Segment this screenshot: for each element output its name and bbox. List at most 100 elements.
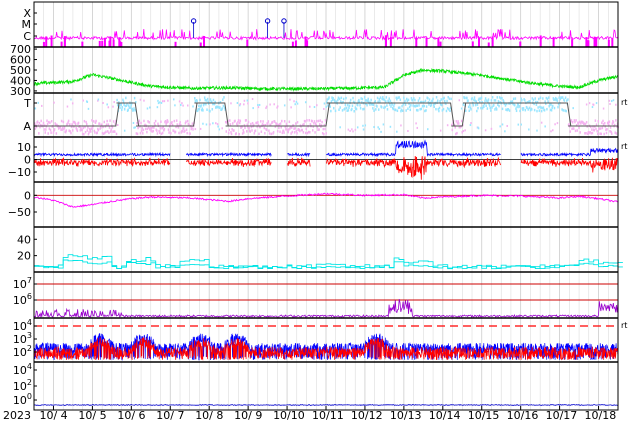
imf-sector-point [435, 96, 438, 99]
imf-sector-point [323, 107, 325, 110]
y-tick-label: 107 [13, 276, 32, 291]
imf-sector-point [107, 130, 109, 133]
imf-sector-point [486, 99, 488, 102]
imf-sector-point [566, 99, 568, 102]
imf-sector-point [205, 123, 208, 126]
imf-sector-point [315, 124, 317, 127]
imf-sector-point [121, 106, 124, 109]
imf-sector-point [389, 99, 392, 103]
kp-line [34, 259, 623, 270]
imf-sector-point [231, 127, 233, 131]
imf-sector-point [438, 106, 441, 110]
imf-sector-point [521, 107, 524, 110]
imf-sector-point [542, 97, 544, 100]
imf-sector-point [491, 106, 493, 109]
imf-sector-point [223, 96, 225, 99]
imf-sector-point [223, 106, 226, 109]
imf-sector-point [91, 119, 93, 122]
imf-sector-point [490, 127, 493, 130]
imf-sector-point [403, 96, 405, 100]
imf-sector-point [180, 103, 182, 106]
imf-sector-point [212, 102, 214, 106]
imf-sector-point [359, 104, 361, 107]
imf-sector-point [304, 120, 306, 123]
imf-sector-point [171, 123, 174, 127]
imf-sector-point [576, 129, 579, 132]
imf-sector-point [321, 120, 323, 124]
imf-sector-point [118, 101, 120, 104]
imf-sector-point [593, 129, 595, 132]
imf-sector-point [86, 100, 89, 103]
imf-sector-point [309, 123, 312, 126]
imf-sector-point [154, 119, 157, 123]
imf-bz-line [286, 157, 311, 167]
imf-sector-point [608, 120, 611, 123]
imf-sector-point [182, 104, 184, 107]
data-layer [33, 18, 623, 406]
imf-sector-point [198, 104, 200, 108]
panel-right-label: rt [621, 142, 627, 151]
imf-sector-point [372, 103, 375, 107]
imf-sector-point [552, 97, 555, 100]
imf-sector-point [86, 129, 89, 132]
imf-sector-point [324, 127, 326, 131]
imf-sector-point [381, 97, 383, 101]
imf-sector-point [409, 108, 412, 112]
imf-sector-point [383, 98, 386, 102]
imf-sector-point [278, 126, 280, 130]
imf-sector-point [304, 101, 307, 104]
imf-sector-point [404, 99, 406, 103]
neutron-line [33, 404, 619, 406]
imf-sector-point [130, 103, 132, 107]
imf-sector-point [333, 106, 335, 110]
imf-sector-point [167, 128, 170, 131]
imf-sector-point [254, 129, 257, 132]
flare-bar [45, 36, 48, 47]
imf-sector-point [179, 121, 181, 124]
imf-sector-point [280, 126, 282, 129]
imf-sector-point [84, 125, 86, 129]
imf-sector-point [276, 129, 279, 133]
imf-sector-point [615, 132, 618, 135]
imf-sector-point [203, 102, 205, 106]
imf-sector-point [102, 102, 104, 105]
imf-sector-point [174, 104, 176, 107]
imf-sector-point [45, 128, 47, 131]
imf-sector-point [346, 109, 348, 112]
imf-sector-point [449, 106, 452, 110]
imf-sector-point [178, 123, 181, 126]
imf-sector-point [91, 126, 94, 130]
flare-bar [63, 36, 66, 47]
imf-sector-point [603, 132, 605, 136]
imf-sector-point [302, 131, 305, 134]
y-tick-label: T [23, 97, 31, 110]
imf-sector-point [605, 128, 607, 131]
imf-sector-point [63, 126, 66, 129]
imf-sector-point [69, 130, 72, 133]
imf-sector-point [114, 130, 116, 133]
imf-sector-point [238, 132, 240, 136]
flare-bar [203, 36, 206, 47]
imf-sector-point [415, 108, 418, 112]
imf-sector-point [101, 131, 104, 135]
imf-sector-point [361, 97, 364, 101]
imf-sector-step-line [34, 102, 618, 127]
imf-sector-point [257, 104, 259, 107]
imf-sector-point [487, 98, 490, 101]
imf-sector-point [356, 103, 359, 107]
flare-bar [471, 41, 474, 47]
flare-marker [281, 18, 287, 24]
imf-sector-point [382, 123, 385, 126]
imf-sector-point [209, 123, 211, 126]
imf-sector-point [438, 109, 440, 113]
imf-sector-point [328, 96, 330, 99]
imf-sector-point [150, 126, 153, 130]
imf-sector-point [174, 130, 177, 134]
imf-sector-point [553, 106, 556, 110]
imf-sector-point [90, 127, 93, 130]
imf-sector-point [295, 130, 298, 133]
imf-sector-point [299, 129, 301, 133]
imf-sector-point [326, 98, 329, 101]
imf-sector-point [499, 101, 501, 104]
imf-sector-point [472, 104, 475, 107]
